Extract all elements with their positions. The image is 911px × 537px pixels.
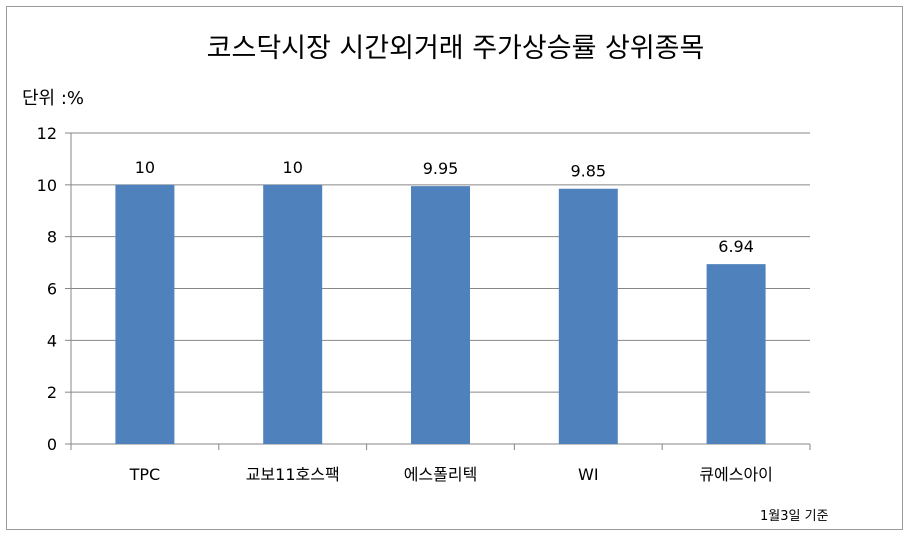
footnote: 1월3일 기준 xyxy=(760,509,829,524)
y-tick-label: 12 xyxy=(37,124,57,143)
data-label: 6.94 xyxy=(718,237,754,256)
data-label: 9.85 xyxy=(570,162,606,181)
bar xyxy=(558,188,618,444)
data-label: 9.95 xyxy=(423,159,459,178)
bar xyxy=(263,184,323,445)
bar xyxy=(411,186,470,445)
y-tick-label: 6 xyxy=(47,280,57,299)
y-tick-label: 8 xyxy=(47,228,57,247)
bar xyxy=(115,184,175,445)
y-tick-label: 10 xyxy=(37,176,57,195)
bar xyxy=(706,264,766,444)
chart-title: 코스닥시장 시간외거래 주가상승률 상위종목 xyxy=(206,33,705,64)
x-tick-label: 에스폴리텍 xyxy=(404,465,478,484)
y-tick-label: 4 xyxy=(47,331,57,350)
x-tick-label: TPC xyxy=(129,465,161,484)
unit-label: 단위 :% xyxy=(22,88,85,109)
x-tick-label: WI xyxy=(578,465,599,484)
y-tick-label: 0 xyxy=(47,435,57,454)
x-tick-label: 큐에스아이 xyxy=(699,465,773,484)
data-label: 10 xyxy=(135,158,155,177)
data-label: 10 xyxy=(283,158,303,177)
y-tick-label: 2 xyxy=(47,383,57,402)
x-tick-label: 교보11호스팩 xyxy=(246,465,340,484)
